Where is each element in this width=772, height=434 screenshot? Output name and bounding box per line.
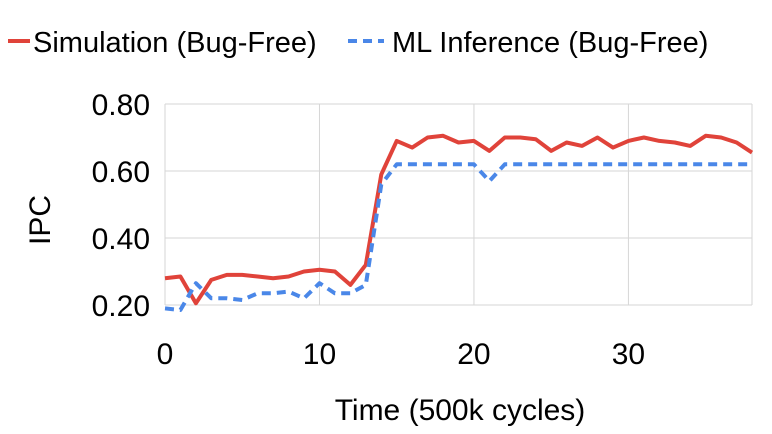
y-tick-label: 0.80: [92, 89, 150, 122]
y-tick-label: 0.20: [92, 290, 150, 323]
y-tick-label: 0.40: [92, 223, 150, 256]
y-tick-label: 0.60: [92, 156, 150, 189]
gridlines: [164, 103, 753, 306]
legend-label-simulation: Simulation (Bug-Free): [33, 27, 317, 59]
y-axis-ticks: 0.20 0.40 0.60 0.80: [92, 89, 150, 323]
series-line-simulation: [164, 133, 754, 306]
x-tick-label: 0: [157, 338, 174, 371]
x-tick-label: 30: [612, 338, 645, 371]
x-axis-ticks: 0 10 20 30: [157, 338, 645, 371]
legend: Simulation (Bug-Free) ML Inference (Bug-…: [8, 27, 708, 59]
x-tick-label: 10: [303, 338, 336, 371]
series-layer: [164, 133, 754, 312]
y-axis-title: IPC: [24, 195, 57, 245]
legend-label-ml-inference: ML Inference (Bug-Free): [392, 27, 708, 59]
x-axis-title: Time (500k cycles): [335, 394, 586, 427]
series-line-ml-inference: [164, 162, 752, 312]
x-tick-label: 20: [457, 338, 490, 371]
